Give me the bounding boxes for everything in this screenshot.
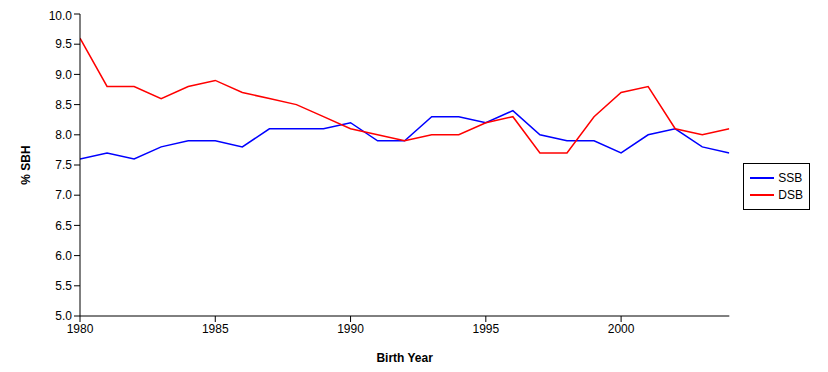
svg-text:2000: 2000: [608, 322, 635, 336]
svg-text:6.5: 6.5: [55, 219, 72, 233]
html-text:SSB: SSB: [778, 170, 803, 185]
svg-text:8.0: 8.0: [55, 128, 72, 142]
html-text:DSB: DSB: [778, 187, 803, 202]
svg-text:5.0: 5.0: [55, 309, 72, 323]
svg-text:Birth Year: Birth Year: [376, 351, 433, 364]
svg-text:1980: 1980: [67, 322, 94, 336]
svg-text:8.5: 8.5: [55, 98, 72, 112]
svg-text:7.0: 7.0: [55, 188, 72, 202]
svg-text:% SBH: % SBH: [19, 145, 33, 184]
svg-text:7.5: 7.5: [55, 158, 72, 172]
svg-text:10.0: 10.0: [49, 9, 73, 23]
svg-text:5.5: 5.5: [55, 279, 72, 293]
svg-text:1995: 1995: [472, 322, 499, 336]
svg-text:1985: 1985: [202, 322, 229, 336]
svg-text:6.0: 6.0: [55, 249, 72, 263]
svg-text:9.5: 9.5: [55, 37, 72, 51]
svg-text:1990: 1990: [337, 322, 364, 336]
svg-text:9.0: 9.0: [55, 68, 72, 82]
